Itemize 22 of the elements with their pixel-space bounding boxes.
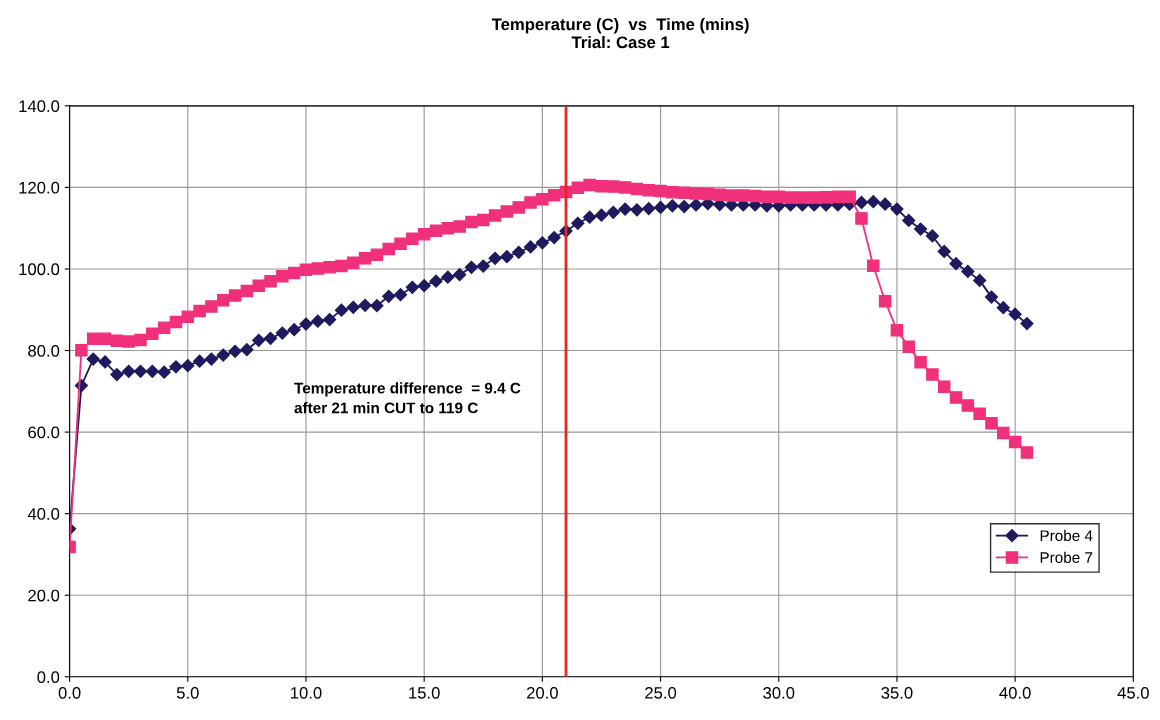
x-tick-label: 35.0: [881, 686, 913, 699]
annotation: Temperature difference = 9.4 C after 21 min CUT to 119 C: [294, 382, 521, 414]
x-tick-label: 0.0: [58, 686, 81, 699]
y-tick-label: 0.0: [37, 671, 60, 683]
x-tick-label: 25.0: [645, 686, 677, 699]
legend-label: Probe 4: [1040, 529, 1093, 542]
x-tick-label: 10.0: [291, 686, 322, 699]
y-tick-label: 60.0: [28, 426, 60, 439]
y-tick-label: 100.0: [19, 263, 60, 276]
y-tick-label: 80.0: [28, 344, 60, 357]
x-tick-label: 30.0: [763, 686, 795, 699]
x-tick-label: 20.0: [526, 686, 558, 699]
y-tick-label: 140.0: [19, 100, 60, 113]
y-tick-label: 20.0: [28, 589, 60, 602]
x-tick-label: 5.0: [176, 686, 199, 699]
x-tick-label: 40.0: [999, 686, 1031, 699]
x-tick-label: 45.0: [1117, 686, 1149, 699]
y-tick-label: 120.0: [19, 181, 60, 194]
y-tick-label: 40.0: [27, 508, 60, 520]
legend-label: Probe 7: [1040, 551, 1093, 563]
x-tick-label: 15.0: [409, 686, 440, 699]
chart-title: Temperature (C) vs Time (mins) Trial: Case 1: [491, 18, 749, 49]
